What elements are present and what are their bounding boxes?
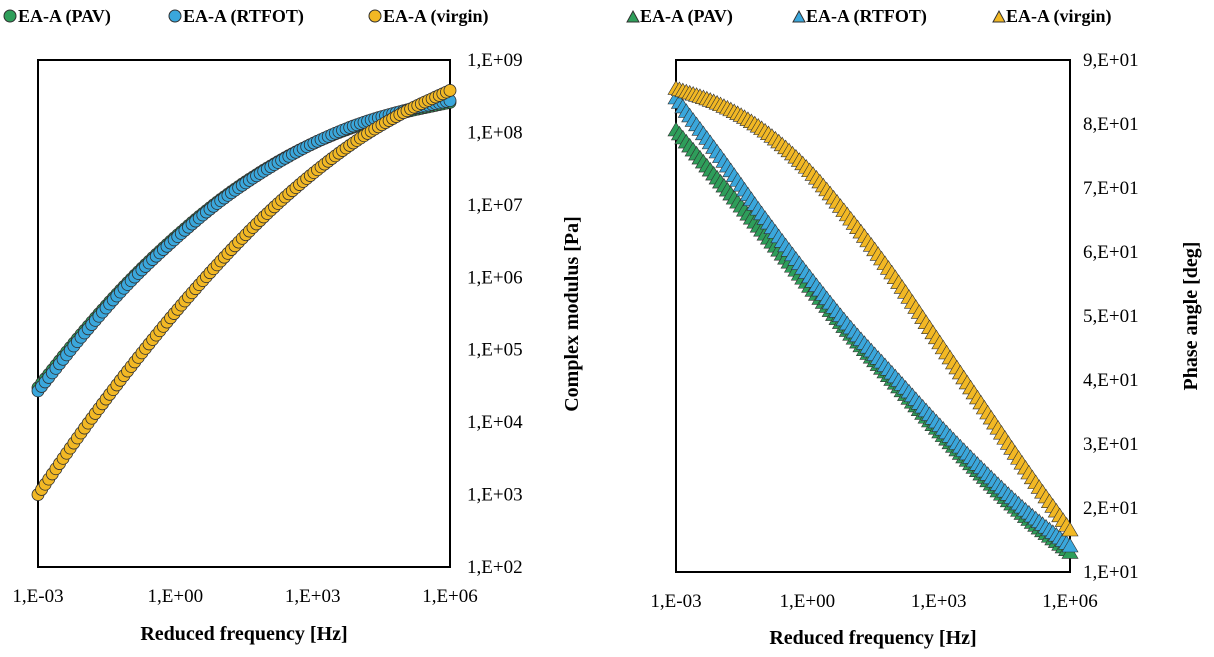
data-points	[31, 84, 457, 501]
series-0	[667, 121, 1079, 559]
y-axis-title: Complex modulus [Pa]	[561, 216, 583, 412]
y-tick-label: 1,E+05	[467, 340, 523, 361]
data-point	[1061, 537, 1079, 553]
y-tick-label: 1,E+04	[467, 412, 523, 433]
legend: EA-A (PAV) EA-A (RTFOT) EA-A (virgin)	[626, 6, 1112, 27]
y-tick-labels: 1,E+01 2,E+01 3,E+01 4,E+01 5,E+01 6,E+01 7,E+…	[1083, 50, 1139, 583]
legend-item-virgin: EA-A (virgin)	[992, 6, 1112, 27]
legend-label-pav: EA-A (PAV)	[18, 6, 111, 27]
phase-angle-chart: EA-A (PAV) EA-A (RTFOT) EA-A (virgin) 1,…	[626, 6, 1202, 649]
data-point	[443, 84, 457, 97]
y-tick-label: 9,E+01	[1083, 50, 1139, 71]
data-point	[1061, 521, 1079, 537]
x-tick-labels: 1,E-03 1,E+00 1,E+03 1,E+06	[12, 586, 477, 607]
legend-marker-rtfot	[168, 9, 182, 23]
series-2	[667, 80, 1079, 537]
legend-label-virgin: EA-A (virgin)	[1006, 6, 1112, 27]
y-tick-label: 6,E+01	[1083, 242, 1139, 263]
series-1	[31, 94, 457, 398]
y-tick-labels: 1,E+02 1,E+03 1,E+04 1,E+05 1,E+06 1,E+07 1,E+…	[467, 50, 523, 578]
legend-item-pav: EA-A (PAV)	[626, 6, 733, 27]
legend-label-rtfot: EA-A (RTFOT)	[183, 6, 304, 27]
x-tick-label: 1,E+03	[911, 591, 967, 612]
x-tick-label: 1,E-03	[12, 586, 63, 607]
legend-label-pav: EA-A (PAV)	[640, 6, 733, 27]
plot-area	[37, 59, 451, 568]
y-tick-label: 1,E+06	[467, 267, 523, 288]
series-1	[667, 89, 1079, 553]
x-tick-label: 1,E+00	[148, 586, 204, 607]
y-tick-label: 2,E+01	[1083, 498, 1139, 519]
y-tick-label: 1,E+01	[1083, 562, 1139, 583]
x-tick-labels: 1,E-03 1,E+00 1,E+03 1,E+06	[650, 591, 1097, 612]
y-tick-label: 1,E+02	[467, 557, 523, 578]
legend-item-virgin: EA-A (virgin)	[368, 6, 489, 27]
legend-item-rtfot: EA-A (RTFOT)	[168, 6, 304, 27]
y-tick-label: 1,E+09	[467, 50, 523, 71]
legend: EA-A (PAV) EA-A (RTFOT) EA-A (virgin)	[3, 6, 489, 27]
legend-item-rtfot: EA-A (RTFOT)	[792, 6, 927, 27]
legend-item-pav: EA-A (PAV)	[3, 6, 111, 27]
series-2	[31, 84, 457, 501]
data-points	[667, 80, 1079, 559]
y-axis-title: Phase angle [deg]	[1180, 242, 1202, 391]
x-tick-label: 1,E-03	[650, 591, 701, 612]
y-tick-label: 1,E+08	[467, 122, 523, 143]
legend-marker-pav	[3, 9, 17, 23]
legend-marker-pav	[626, 9, 640, 23]
x-tick-label: 1,E+06	[1042, 591, 1098, 612]
x-axis-title: Reduced frequency [Hz]	[769, 627, 976, 649]
y-tick-label: 5,E+01	[1083, 306, 1139, 327]
y-tick-label: 1,E+07	[467, 195, 523, 216]
y-tick-label: 1,E+03	[467, 485, 523, 506]
legend-label-virgin: EA-A (virgin)	[383, 6, 489, 27]
x-tick-label: 1,E+06	[422, 586, 478, 607]
x-tick-label: 1,E+00	[780, 591, 836, 612]
y-tick-label: 7,E+01	[1083, 178, 1139, 199]
x-tick-label: 1,E+03	[285, 586, 341, 607]
y-tick-label: 4,E+01	[1083, 370, 1139, 391]
legend-marker-virgin	[368, 9, 382, 23]
y-tick-label: 8,E+01	[1083, 114, 1139, 135]
legend-label-rtfot: EA-A (RTFOT)	[806, 6, 927, 27]
complex-modulus-chart: EA-A (PAV) EA-A (RTFOT) EA-A (virgin) 1,…	[3, 6, 583, 645]
legend-marker-virgin	[992, 9, 1006, 23]
plot-area	[675, 59, 1071, 573]
y-tick-label: 3,E+01	[1083, 434, 1139, 455]
legend-marker-rtfot	[792, 9, 806, 23]
x-axis-title: Reduced frequency [Hz]	[140, 623, 347, 645]
